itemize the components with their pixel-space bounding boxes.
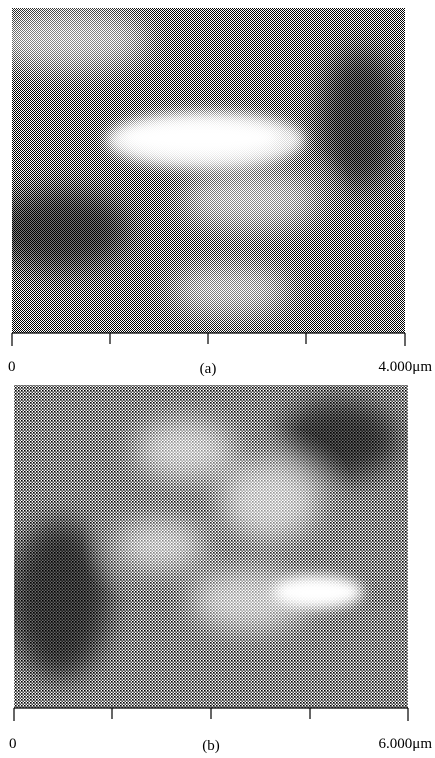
scale-ticks [11, 333, 406, 346]
axis-end: 4.000μm [379, 359, 433, 375]
scale-ticks [13, 708, 409, 721]
axis-end: 6.000μm [379, 736, 433, 752]
panel-label: (a) [200, 361, 217, 377]
micrograph-a [12, 8, 405, 333]
axis-start: 0 [9, 736, 17, 752]
micrograph-b [14, 385, 408, 708]
panel-label: (b) [202, 738, 220, 754]
axis-start: 0 [8, 359, 16, 375]
